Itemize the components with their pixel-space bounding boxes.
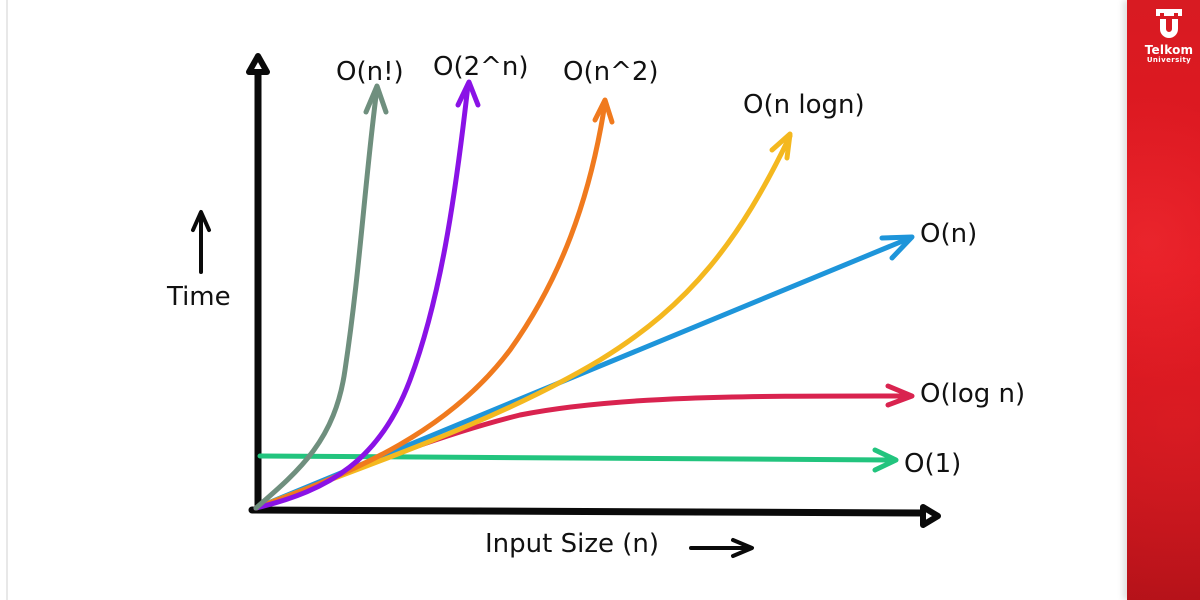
arrowhead-linearithmic-icon	[769, 131, 793, 161]
x-axis-arrowhead-icon	[920, 504, 941, 528]
curve-exponential	[253, 82, 471, 511]
label-factorial: O(n!)	[336, 57, 404, 87]
label-linearithmic: O(n logn)	[743, 90, 865, 120]
label-linear: O(n)	[920, 219, 977, 249]
slide-edge-line	[6, 0, 8, 600]
y-axis-arrowhead-icon	[246, 53, 270, 75]
arrowhead-exponential-icon	[455, 79, 481, 108]
x-axis-label: Input Size (n)	[485, 529, 659, 559]
arrowhead-factorial-icon	[363, 83, 389, 115]
curve-constant	[257, 453, 895, 463]
arrowhead-linear-icon	[879, 234, 915, 261]
arrowhead-logarithmic-icon	[885, 383, 915, 408]
arrowhead-quadratic-icon	[592, 97, 615, 125]
logo-name: Telkom	[1144, 43, 1194, 57]
curve-logarithmic	[253, 393, 913, 511]
telkom-logo-mark-icon	[1156, 9, 1182, 38]
label-constant: O(1)	[904, 449, 961, 479]
label-exponential: O(2^n)	[433, 52, 529, 82]
telkom-university-logo: Telkom University	[1138, 6, 1200, 72]
curve-linearithmic	[253, 133, 793, 511]
x-axis	[248, 506, 929, 517]
brand-sidebar-band	[1127, 0, 1200, 600]
arrowhead-constant-icon	[872, 447, 899, 473]
input-arrow-right-icon	[731, 538, 754, 558]
curve-factorial	[253, 85, 380, 511]
label-quadratic: O(n^2)	[563, 57, 659, 87]
logo-subtitle: University	[1146, 56, 1192, 64]
label-logarithmic: O(log n)	[920, 379, 1025, 409]
y-axis-label: Time	[166, 282, 231, 312]
time-arrow-up-icon	[191, 210, 211, 232]
